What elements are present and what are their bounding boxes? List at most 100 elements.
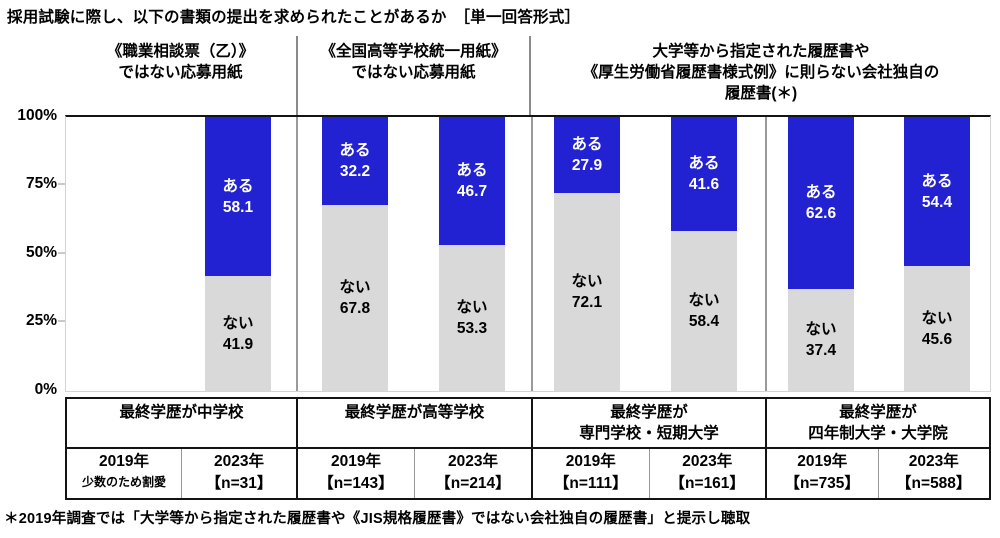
segment-value: 27.9 [571,157,603,175]
y-axis-tick [58,183,65,185]
education-cell-jhs: 最終学歴が中学校 [67,399,296,447]
education-label: 最終学歴が中学校 [119,404,244,421]
segment-label: ある [571,136,603,154]
year-label: 2019年 [565,453,616,470]
segment-value: 45.6 [921,330,953,348]
sample-size: 【n=214】 [435,475,511,492]
y-axis-tick [58,320,65,322]
document-header-line: 大学等から指定された履歴書や [652,43,870,60]
document-header-3: 大学等から指定された履歴書や 《厚生労働省履歴書様式例》に則らない会社独自の 履… [531,36,991,115]
year-label: 2019年 [99,453,149,470]
segment-value: 41.9 [222,335,254,353]
year-cell-2023: 2023年 【n=214】 [414,449,531,498]
nai-segment: ない 72.1 [554,193,620,391]
segment-label: ある [222,177,254,195]
nai-segment: ない 67.8 [322,205,388,391]
education-label: 最終学歴が [839,404,917,421]
year-group-hs: 2019年 【n=143】 2023年 【n=214】 [296,449,531,498]
nai-segment: ない 37.4 [788,288,854,391]
group-separator [765,117,767,391]
year-label: 2023年 [214,453,264,470]
segment-label: ない [921,309,953,327]
segment-value: 32.2 [339,163,371,181]
y-axis-label-75: 75% [25,175,57,192]
segment-label: ない [688,291,720,309]
year-row: 2019年 少数のため割愛 2023年 【n=31】 2019年 【n=143】… [67,449,989,498]
y-axis-label-50: 50% [25,244,57,261]
document-header-line: ではない応募用紙 [118,64,243,81]
y-axis-label-25: 25% [25,312,57,329]
segment-value: 54.4 [921,193,953,211]
education-cell-hs: 最終学歴が高等学校 [296,399,531,447]
segment-label: ある [805,183,837,201]
y-axis-label-0: 0% [34,381,57,398]
sample-note: 少数のため割愛 [81,475,166,489]
stacked-bar-college-2023: ある 41.6 ない 58.4 [671,117,737,391]
segment-value: 41.6 [688,175,720,193]
segment-label: ない [222,314,254,332]
year-label: 2019年 [331,453,381,470]
summary-table: 最終学歴が中学校 最終学歴が高等学校 最終学歴が 専門学校・短期大学 最終学歴が… [65,397,991,500]
stacked-bar-college-2019: ある 27.9 ない 72.1 [554,117,620,391]
document-header-1: 《職業相談票（乙）》 ではない応募用紙 [65,36,296,115]
year-label: 2023年 [682,453,733,470]
document-header-line: 履歴書(＊) [724,85,798,102]
document-header-line: ではない応募用紙 [351,64,476,81]
group-separator [296,117,298,391]
document-type-headers: 《職業相談票（乙）》 ではない応募用紙 《全国高等学校統一用紙》 ではない応募用… [65,36,991,115]
stacked-bar-univ-2019: ある 62.6 ない 37.4 [788,117,854,391]
education-label: 専門学校・短期大学 [579,425,719,442]
aru-segment: ある 27.9 [554,117,620,194]
year-cell-2023: 2023年 【n=588】 [877,449,990,498]
segment-value: 46.7 [456,182,488,200]
nai-segment: ない 53.3 [439,244,505,391]
year-cell-2023: 2023年 【n=161】 [648,449,766,498]
sample-size: 【n=31】 [205,475,273,492]
segment-label: ない [805,320,837,338]
year-cell-2019: 2019年 少数のため割愛 [67,449,181,498]
year-cell-2023: 2023年 【n=31】 [181,449,296,498]
segment-label: ある [921,172,953,190]
nai-segment: ない 45.6 [904,266,970,391]
year-cell-2019: 2019年 【n=143】 [298,449,414,498]
year-label: 2023年 [448,453,498,470]
segment-label: ある [339,142,371,160]
y-axis-tick [58,252,65,254]
plot-area: ある 58.1 ない 41.9 ある 32.2 ない 67.8 ある 46.7 [65,115,991,392]
sample-size: 【n=143】 [318,475,394,492]
sample-size: 【n=735】 [784,475,860,492]
education-label: 最終学歴が高等学校 [344,404,485,421]
year-group-jhs: 2019年 少数のため割愛 2023年 【n=31】 [67,449,296,498]
aru-segment: ある 32.2 [322,117,388,206]
aru-segment: ある 46.7 [439,117,505,245]
segment-label: ない [456,298,488,316]
stacked-bar-hs-2019: ある 32.2 ない 67.8 [322,117,388,391]
aru-segment: ある 58.1 [205,117,271,277]
segment-label: ある [688,154,720,172]
stacked-bar-hs-2023: ある 46.7 ない 53.3 [439,117,505,391]
document-header-2: 《全国高等学校統一用紙》 ではない応募用紙 [296,36,531,115]
sample-size: 【n=111】 [553,475,628,492]
segment-value: 62.6 [805,204,837,222]
education-label: 四年制大学・大学院 [808,425,948,442]
segment-value: 67.8 [339,300,371,318]
aru-segment: ある 62.6 [788,117,854,289]
sample-size: 【n=588】 [896,475,972,492]
stacked-bar-univ-2023: ある 54.4 ない 45.6 [904,117,970,391]
nai-segment: ない 58.4 [671,230,737,391]
segment-value: 58.4 [688,312,720,330]
sample-size: 【n=161】 [669,475,745,492]
segment-label: ない [339,279,371,297]
segment-label: ある [456,161,488,179]
segment-value: 72.1 [571,294,603,312]
year-label: 2019年 [797,453,848,470]
year-cell-2019: 2019年 【n=111】 [533,449,649,498]
education-cell-college: 最終学歴が 専門学校・短期大学 [531,399,765,447]
aru-segment: ある 54.4 [904,117,970,267]
group-separator [531,117,533,391]
year-group-univ: 2019年 【n=735】 2023年 【n=588】 [765,449,989,498]
aru-segment: ある 41.6 [671,117,737,231]
year-label: 2023年 [908,453,959,470]
year-group-college: 2019年 【n=111】 2023年 【n=161】 [531,449,765,498]
